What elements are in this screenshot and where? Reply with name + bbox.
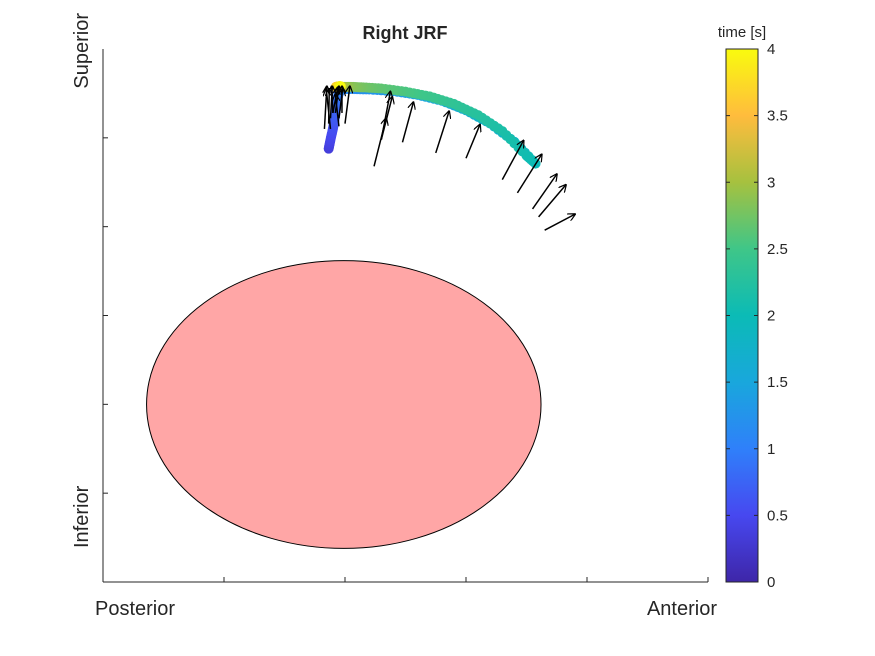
- colorbar-tick-label: 2: [767, 308, 775, 325]
- x-tick-marks: [223, 577, 709, 582]
- colorbar: time [s] 0 0.5 1 1.5 2 2.5 3 3.5 4: [718, 24, 788, 591]
- colorbar-tick-label: 4: [767, 41, 775, 58]
- colorbar-ticks: 0 0.5 1 1.5 2 2.5 3 3.5 4: [726, 41, 788, 591]
- y-tick-marks: [103, 137, 108, 494]
- force-arrow: [516, 155, 541, 194]
- force-arrow: [373, 118, 386, 167]
- chart-title: Right JRF: [363, 23, 448, 43]
- y-axis-label-inferior: Inferior: [71, 485, 93, 548]
- force-vectors: [324, 86, 575, 231]
- colorbar-tick-label: 1: [767, 441, 775, 458]
- force-arrow: [501, 141, 523, 180]
- x-axis-label-posterior: Posterior: [95, 598, 175, 620]
- force-arrow: [435, 111, 449, 154]
- ellipse-shape: [146, 260, 542, 549]
- force-arrow: [465, 125, 480, 159]
- colorbar-tick-label: 3: [767, 174, 775, 191]
- force-arrow: [344, 86, 350, 124]
- colorbar-tick-label: 2.5: [767, 241, 788, 258]
- colorbar-tick-label: 0: [767, 574, 775, 591]
- colorbar-label: time [s]: [718, 24, 766, 41]
- colorbar-tick-label: 0.5: [767, 507, 788, 524]
- colorbar-tick-label: 3.5: [767, 108, 788, 125]
- trajectory-series: [323, 81, 541, 169]
- force-arrow: [538, 185, 566, 218]
- force-arrow: [335, 94, 339, 127]
- y-axis-label-superior: Superior: [71, 13, 93, 89]
- force-arrow: [326, 89, 332, 130]
- force-arrow: [531, 174, 557, 210]
- force-arrow: [544, 214, 575, 231]
- colorbar-tick-label: 1.5: [767, 374, 788, 391]
- plot-axes: [102, 49, 709, 583]
- colorbar-gradient: [725, 48, 759, 583]
- force-arrow: [401, 102, 413, 143]
- x-axis-label-anterior: Anterior: [647, 598, 717, 620]
